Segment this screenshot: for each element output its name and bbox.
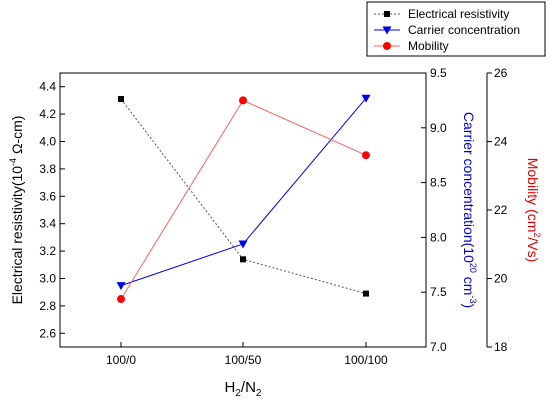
x-tick-label: 100/100 [344,353,388,367]
right2-tick-label: 24 [494,135,508,149]
x-axis-label: H2/N2 [225,379,262,399]
right2-tick-label: 22 [494,203,508,217]
left-tick-label: 3.0 [39,272,56,286]
left-tick-label: 3.8 [39,162,56,176]
series-layer [116,94,371,304]
data-point [240,256,246,263]
x-tick-label: 100/0 [106,353,136,367]
data-point [362,151,370,160]
data-point [117,295,125,304]
x-axis: 100/0 100/50 100/100 [106,342,388,367]
right2-tick-label: 26 [494,66,508,80]
legend-label: Carrier concentration [408,23,520,37]
right1-tick-label: 8.0 [430,230,447,244]
data-point [363,290,369,297]
left-tick-label: 2.6 [39,326,56,340]
right1-tick-label: 9.0 [430,121,447,135]
data-point [238,240,248,249]
series-line [120,99,367,300]
legend-label: Mobility [408,39,449,53]
right2-tick-label: 20 [494,272,508,286]
left-tick-label: 3.2 [39,244,56,258]
right2-axis-label: Mobility (cm2/Vs) [525,158,542,263]
legend-label: Electrical resistivity [408,7,509,21]
series-line [120,98,367,295]
data-point [118,96,124,103]
left-tick-label: 3.6 [39,189,56,203]
left-tick-label: 4.2 [39,107,56,121]
left-tick-label: 4.0 [39,135,56,149]
right2-tick-label: 18 [494,340,508,354]
legend: Electrical resistivity Carrier concentrat… [366,1,546,57]
right1-tick-label: 7.0 [430,340,447,354]
right-y-axis-mobility: 18 20 22 24 26 [486,66,508,354]
left-axis-label: Electrical resistivity(10-4 Ω-cm) [8,116,25,305]
legend-marker [384,11,390,17]
left-tick-label: 3.4 [39,217,56,231]
left-y-axis: 2.6 2.8 3.0 3.2 3.4 3.6 3.8 4.0 4.2 4.4 [39,80,65,340]
right1-tick-label: 8.5 [430,176,447,190]
legend-marker [383,42,391,50]
right-y-axis-carrier: 7.0 7.5 8.0 8.5 9.0 9.5 [421,66,447,354]
x-tick-label: 100/50 [225,353,262,367]
data-point [239,96,247,105]
left-tick-label: 4.4 [39,80,56,94]
legend-box [366,1,546,57]
data-point [361,94,371,103]
data-point [116,282,126,291]
right1-tick-label: 9.5 [430,66,447,80]
plot-frame [59,72,427,348]
legend-marker [382,26,392,35]
left-tick-label: 2.8 [39,299,56,313]
right1-tick-label: 7.5 [430,285,447,299]
right1-axis-label: Carrier concentration(1020 cm-3) [461,112,478,308]
